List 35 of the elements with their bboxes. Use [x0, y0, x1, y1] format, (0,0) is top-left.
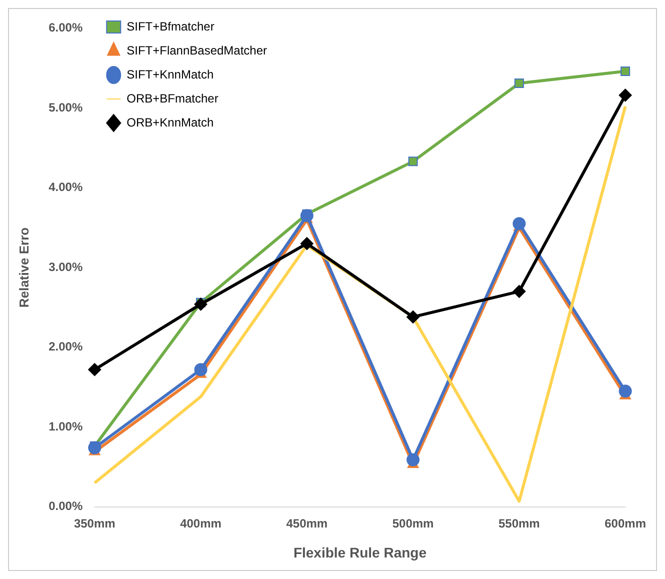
- y-tick-label: 6.00%: [48, 20, 83, 35]
- legend-label: ORB+BFmatcher: [126, 91, 218, 106]
- point: [300, 209, 314, 222]
- point: [88, 441, 102, 454]
- x-axis-title: Flexible Rule Range: [293, 544, 427, 560]
- y-tick-label: 2.00%: [48, 340, 83, 354]
- point: [620, 66, 630, 76]
- y-tick-label: 5.00%: [48, 100, 83, 114]
- point: [618, 88, 632, 102]
- x-tick-label: 350mm: [74, 516, 116, 530]
- legend-label: SIFT+KnnMatch: [126, 67, 214, 82]
- x-tick-label: 550mm: [498, 516, 540, 530]
- legend-label: SIFT+FlannBasedMatcher: [126, 43, 268, 58]
- y-tick-label: 0.00%: [48, 499, 83, 514]
- x-tick-label: 500mm: [392, 516, 434, 530]
- point: [512, 217, 526, 230]
- point: [88, 363, 102, 376]
- point: [408, 156, 418, 166]
- y-tick-label: 4.00%: [48, 180, 83, 194]
- legend-label: SIFT+Bfmatcher: [126, 19, 214, 34]
- point: [514, 78, 524, 88]
- point: [194, 298, 208, 311]
- point: [194, 363, 208, 376]
- point: [406, 453, 420, 466]
- point: [618, 384, 632, 398]
- x-tick-label: 450mm: [286, 516, 328, 530]
- x-tick-label: 600mm: [604, 516, 646, 530]
- y-axis-title: Relative Erro: [16, 227, 32, 308]
- x-tick-label: 400mm: [180, 516, 222, 530]
- y-tick-label: 3.00%: [48, 260, 83, 274]
- y-tick-label: 1.00%: [48, 419, 83, 434]
- point: [406, 310, 420, 324]
- point: [300, 237, 314, 250]
- legend-label: ORB+KnnMatch: [126, 115, 214, 130]
- point: [512, 284, 526, 298]
